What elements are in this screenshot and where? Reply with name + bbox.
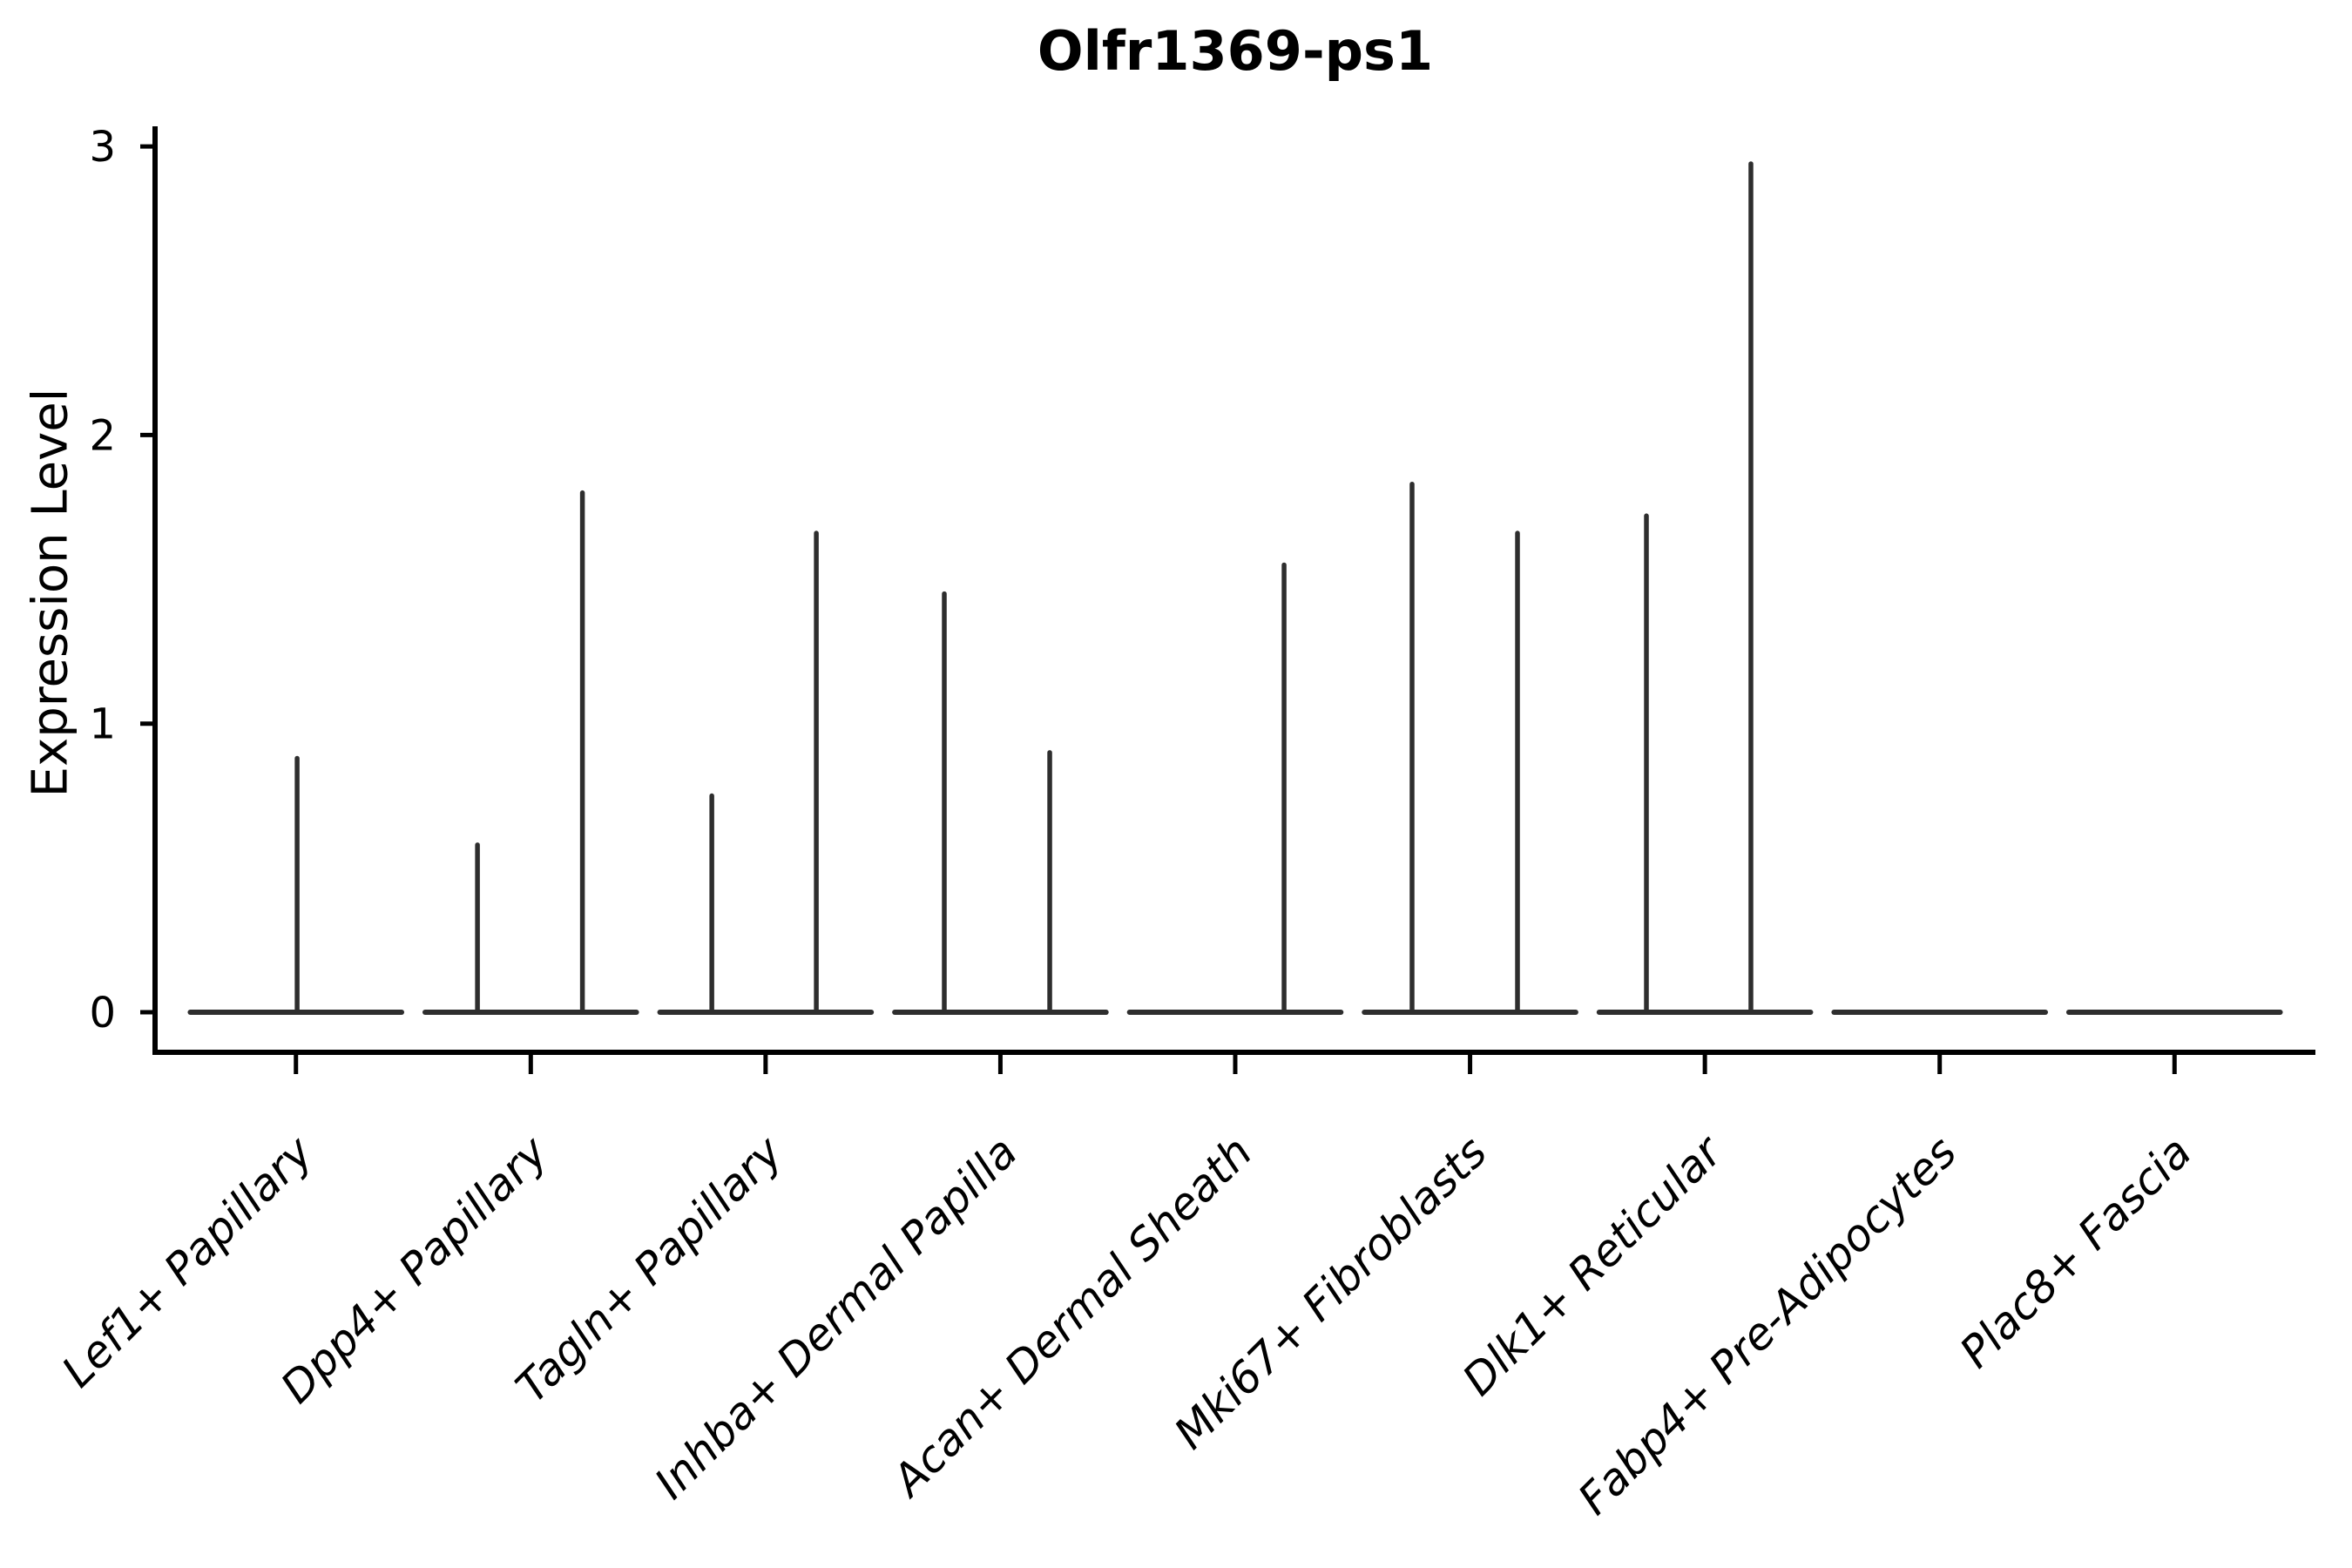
x-category-label: Lef1+ Papillary	[52, 1125, 323, 1396]
y-tick-label: 0	[89, 989, 116, 1037]
y-tick-label: 3	[89, 123, 116, 172]
y-tick-label: 1	[89, 700, 116, 749]
x-category-label: Plac8+ Fascia	[1950, 1126, 2201, 1377]
x-category-label: Dlk1+ Reticular	[1453, 1125, 1734, 1405]
x-category-label: Fabp4+ Pre-Adipocytes	[1569, 1126, 1967, 1524]
y-tick-label: 2	[89, 411, 116, 460]
plot-title: Olfr1369-ps1	[1037, 19, 1434, 83]
